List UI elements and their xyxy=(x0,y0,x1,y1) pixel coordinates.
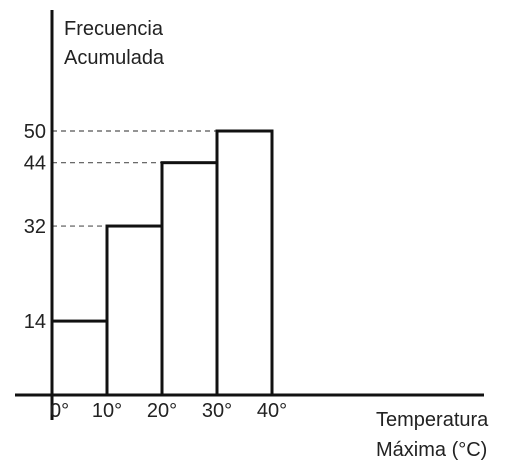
x-tick-label-2: 20° xyxy=(147,400,177,422)
bar-2 xyxy=(160,161,219,397)
bar-3 xyxy=(215,129,274,397)
x-tick-label-4: 40° xyxy=(257,400,287,422)
reference-lines xyxy=(52,130,217,227)
y-tick-label-3: 50 xyxy=(24,121,46,143)
y-tick-label-2: 44 xyxy=(24,153,46,175)
x-tick-labels: 0° 10° 20° 30° 40° xyxy=(50,400,287,422)
y-tick-label-0: 14 xyxy=(24,311,46,333)
bar-1 xyxy=(105,224,164,397)
bars xyxy=(50,129,274,397)
bar-0 xyxy=(50,319,109,397)
y-axis-label-line-2: Acumulada xyxy=(64,47,165,69)
x-tick-label-0: 0° xyxy=(50,400,69,422)
x-axis-label-line-1: Temperatura xyxy=(376,409,489,431)
x-tick-label-1: 10° xyxy=(92,400,122,422)
x-tick-label-3: 30° xyxy=(202,400,232,422)
y-tick-label-1: 32 xyxy=(24,216,46,238)
y-axis-label-line-1: Frecuencia xyxy=(64,18,164,40)
x-axis-label-line-2: Máxima (°C) xyxy=(376,439,487,461)
y-tick-labels: 14 32 44 50 xyxy=(24,121,46,333)
